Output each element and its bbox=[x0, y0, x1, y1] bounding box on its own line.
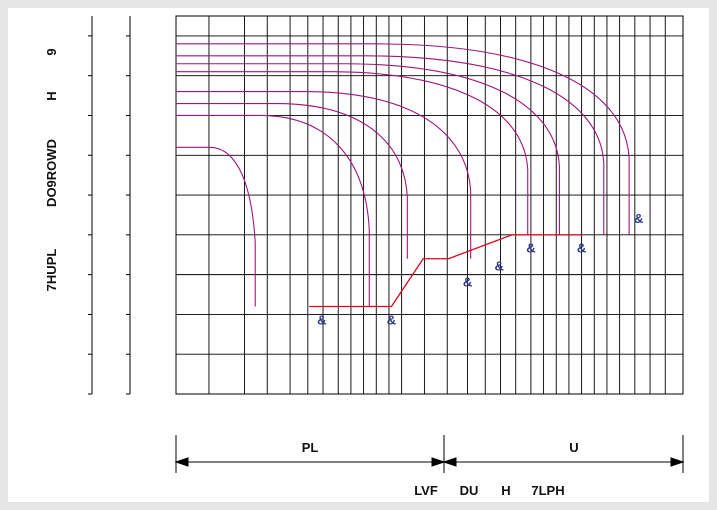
curve-line bbox=[176, 71, 529, 235]
marker-label: & bbox=[526, 241, 535, 256]
marker-label: & bbox=[317, 312, 326, 327]
curve-line bbox=[176, 63, 560, 235]
chart-frame: & & & & & & & 7HUPL DO9ROWD H 9 PL U LVF DU H … bbox=[8, 8, 709, 502]
xlabel-token-2: DU bbox=[460, 483, 479, 498]
limit-line bbox=[309, 234, 582, 308]
marker-label: & bbox=[387, 312, 396, 327]
curve-line bbox=[176, 102, 408, 259]
chart: & & & & & & & 7HUPL DO9ROWD H 9 PL U LVF DU H … bbox=[44, 15, 685, 498]
marker-label: & bbox=[634, 211, 643, 226]
curve-line bbox=[176, 55, 605, 235]
curve-line bbox=[176, 43, 630, 235]
ylabel-token-1: 7HUPL bbox=[44, 249, 59, 292]
y-ticks bbox=[88, 16, 131, 395]
curve-line bbox=[176, 146, 256, 307]
range-bar bbox=[174, 435, 685, 473]
xlabel-token-3: H bbox=[501, 483, 510, 498]
markers: & & & & & & & bbox=[317, 211, 643, 327]
curve-line bbox=[176, 91, 472, 259]
x-axis-label: LVF DU H 7LPH bbox=[414, 483, 564, 498]
marker-label: & bbox=[463, 275, 472, 290]
xlabel-token-4: 7LPH bbox=[531, 483, 564, 498]
range-label-left: PL bbox=[302, 440, 319, 455]
grid bbox=[175, 15, 684, 395]
ylabel-token-2: DO9ROWD bbox=[44, 139, 59, 207]
xlabel-token-1: LVF bbox=[414, 483, 438, 498]
curves bbox=[176, 43, 630, 307]
y-axis-label: 7HUPL DO9ROWD H 9 bbox=[44, 48, 59, 291]
plot-border bbox=[175, 15, 684, 395]
curve-line bbox=[176, 114, 370, 307]
marker-label: & bbox=[495, 259, 504, 274]
marker-label: & bbox=[577, 241, 586, 256]
ylabel-token-3: H bbox=[44, 91, 59, 100]
ylabel-token-4: 9 bbox=[44, 48, 59, 55]
range-label-right: U bbox=[569, 440, 578, 455]
